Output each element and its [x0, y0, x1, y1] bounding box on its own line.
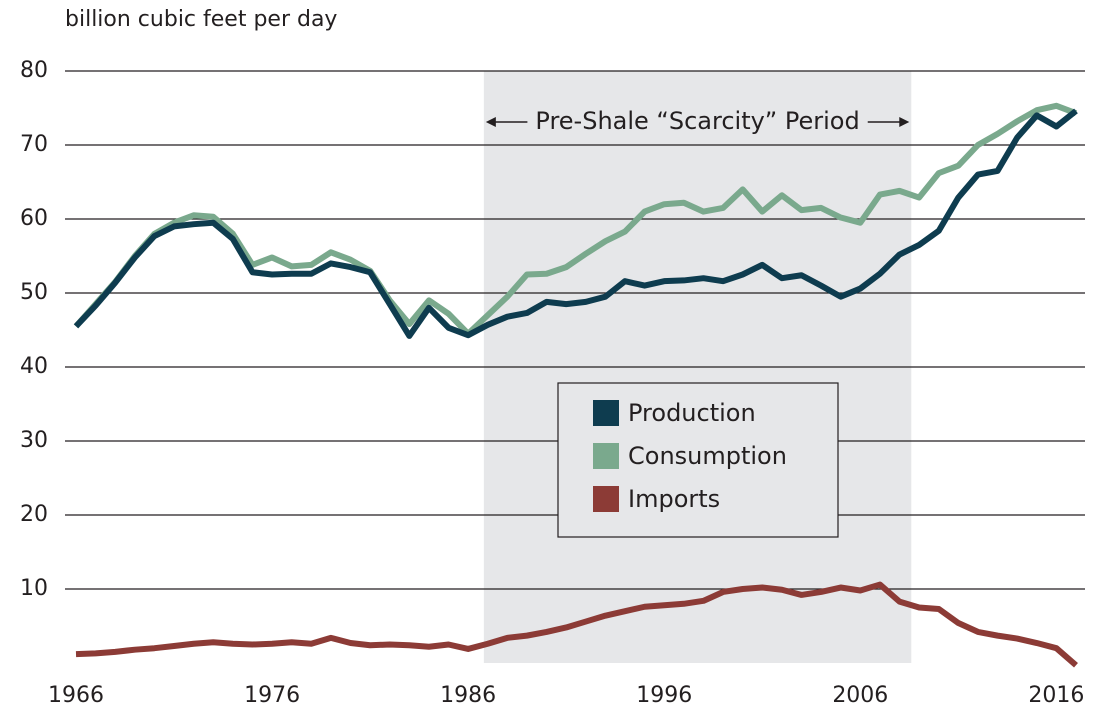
x-tick-label: 2006: [832, 683, 888, 708]
line: [73, 108, 1078, 339]
y-tick-label: 70: [20, 132, 48, 157]
x-tick-label: 1986: [440, 683, 496, 708]
x-tick-label: 1996: [636, 683, 692, 708]
line: [75, 581, 1078, 668]
arrow-head: [899, 117, 910, 127]
x-tick-label: 1976: [244, 683, 300, 708]
legend-swatch: [593, 400, 619, 426]
y-axis-label: billion cubic feet per day: [65, 7, 337, 32]
annotation: Pre-Shale “Scarcity” Period: [535, 107, 859, 135]
x-tick-label: 1966: [48, 683, 104, 708]
y-tick-label: 50: [20, 280, 48, 305]
legend-label: Production: [628, 399, 756, 427]
legend-swatch: [593, 486, 619, 512]
y-tick-label: 40: [20, 354, 48, 379]
x-tick-label: 2016: [1028, 683, 1084, 708]
y-tick-label: 30: [20, 428, 48, 453]
y-tick-label: 10: [20, 576, 48, 601]
line: [73, 102, 1078, 337]
legend-label: Consumption: [628, 442, 787, 470]
legend-swatch: [593, 443, 619, 469]
arrow-head: [485, 117, 496, 127]
legend-label: Imports: [628, 485, 720, 513]
y-tick-label: 60: [20, 206, 48, 231]
y-tick-label: 20: [20, 502, 48, 527]
y-tick-label: 80: [20, 58, 48, 83]
